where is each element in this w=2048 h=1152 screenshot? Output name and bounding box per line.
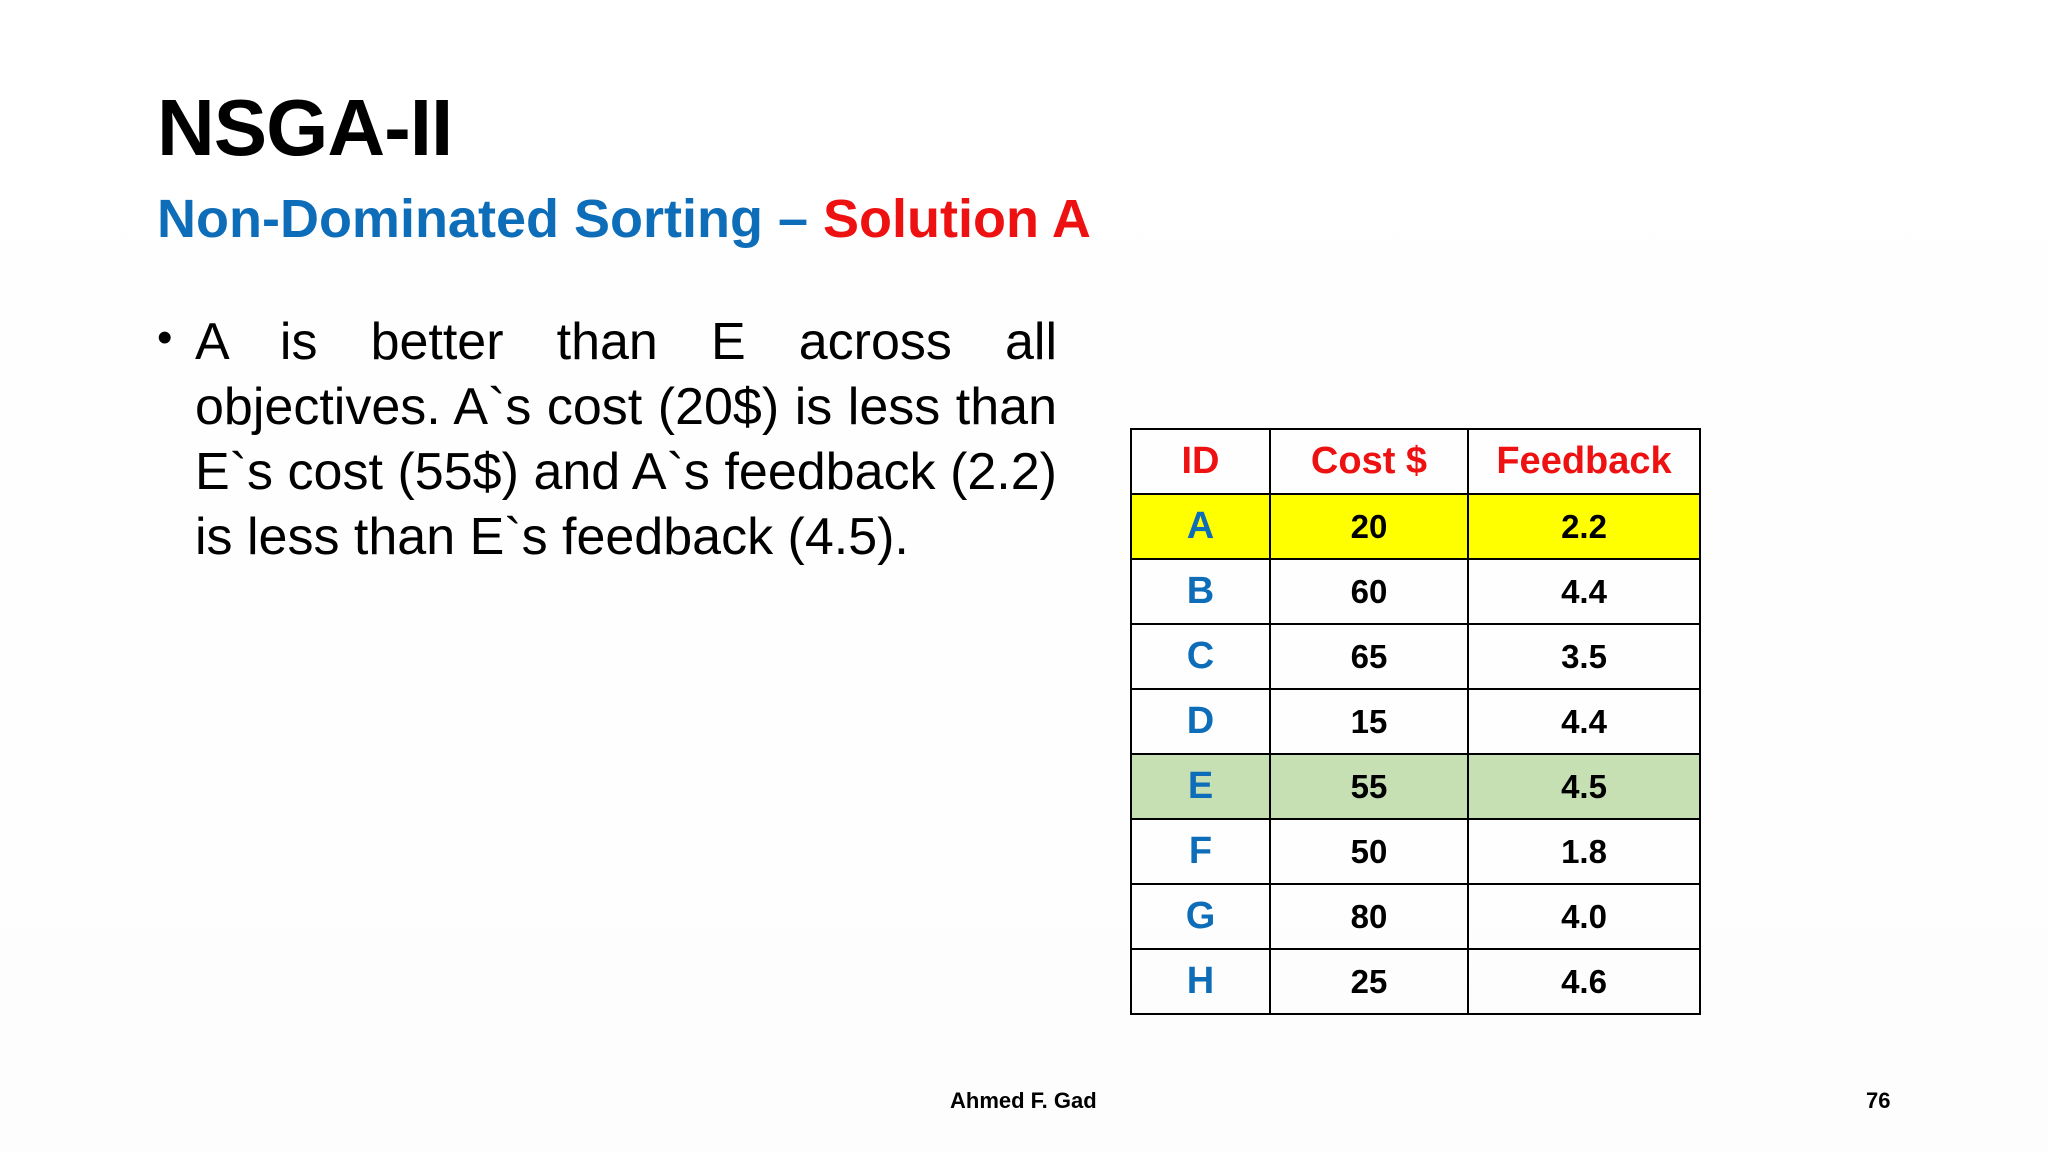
row-cost: 65 — [1269, 623, 1469, 690]
subtitle-topic: Non-Dominated Sorting – — [157, 189, 823, 249]
row-feedback: 4.4 — [1467, 688, 1701, 755]
table-row: H 25 4.6 — [1130, 948, 1701, 1015]
solutions-table: ID Cost $ Feedback A 20 2.2 B 60 4.4 C 6… — [1130, 428, 1701, 1015]
table-row: G 80 4.0 — [1130, 883, 1701, 950]
row-feedback: 4.5 — [1467, 753, 1701, 820]
row-cost: 25 — [1269, 948, 1469, 1015]
table-row: E 55 4.5 — [1130, 753, 1701, 820]
table-row: F 50 1.8 — [1130, 818, 1701, 885]
header-cost: Cost $ — [1269, 428, 1469, 495]
row-feedback: 4.0 — [1467, 883, 1701, 950]
row-feedback: 3.5 — [1467, 623, 1701, 690]
row-cost: 80 — [1269, 883, 1469, 950]
row-cost: 50 — [1269, 818, 1469, 885]
row-feedback: 2.2 — [1467, 493, 1701, 560]
subtitle-solution: Solution A — [822, 189, 1091, 249]
row-id: D — [1130, 688, 1271, 755]
row-feedback: 4.6 — [1467, 948, 1701, 1015]
row-cost: 15 — [1269, 688, 1469, 755]
row-id: A — [1130, 493, 1271, 560]
table-row: A 20 2.2 — [1130, 493, 1701, 560]
row-id: E — [1130, 753, 1271, 820]
row-feedback: 4.4 — [1467, 558, 1701, 625]
row-id: B — [1130, 558, 1271, 625]
row-cost: 55 — [1269, 753, 1469, 820]
row-id: C — [1130, 623, 1271, 690]
bullet-text: A is better than E across all objectives… — [195, 313, 1057, 566]
bullet-icon: • — [157, 313, 173, 362]
header-id: ID — [1130, 428, 1271, 495]
row-id: H — [1130, 948, 1271, 1015]
page-number: 76 — [1866, 1088, 1891, 1113]
header-feedback: Feedback — [1467, 428, 1701, 495]
bullet-point: • A is better than E across all objectiv… — [157, 310, 1057, 570]
slide-subtitle: Non-Dominated Sorting – Solution A — [157, 189, 1091, 249]
table-row: B 60 4.4 — [1130, 558, 1701, 625]
table-row: D 15 4.4 — [1130, 688, 1701, 755]
table-row: C 65 3.5 — [1130, 623, 1701, 690]
slide-title: NSGA-II — [157, 83, 453, 172]
table-header-row: ID Cost $ Feedback — [1130, 428, 1701, 495]
row-id: G — [1130, 883, 1271, 950]
footer-author: Ahmed F. Gad — [950, 1088, 1097, 1113]
row-feedback: 1.8 — [1467, 818, 1701, 885]
row-id: F — [1130, 818, 1271, 885]
row-cost: 20 — [1269, 493, 1469, 560]
row-cost: 60 — [1269, 558, 1469, 625]
